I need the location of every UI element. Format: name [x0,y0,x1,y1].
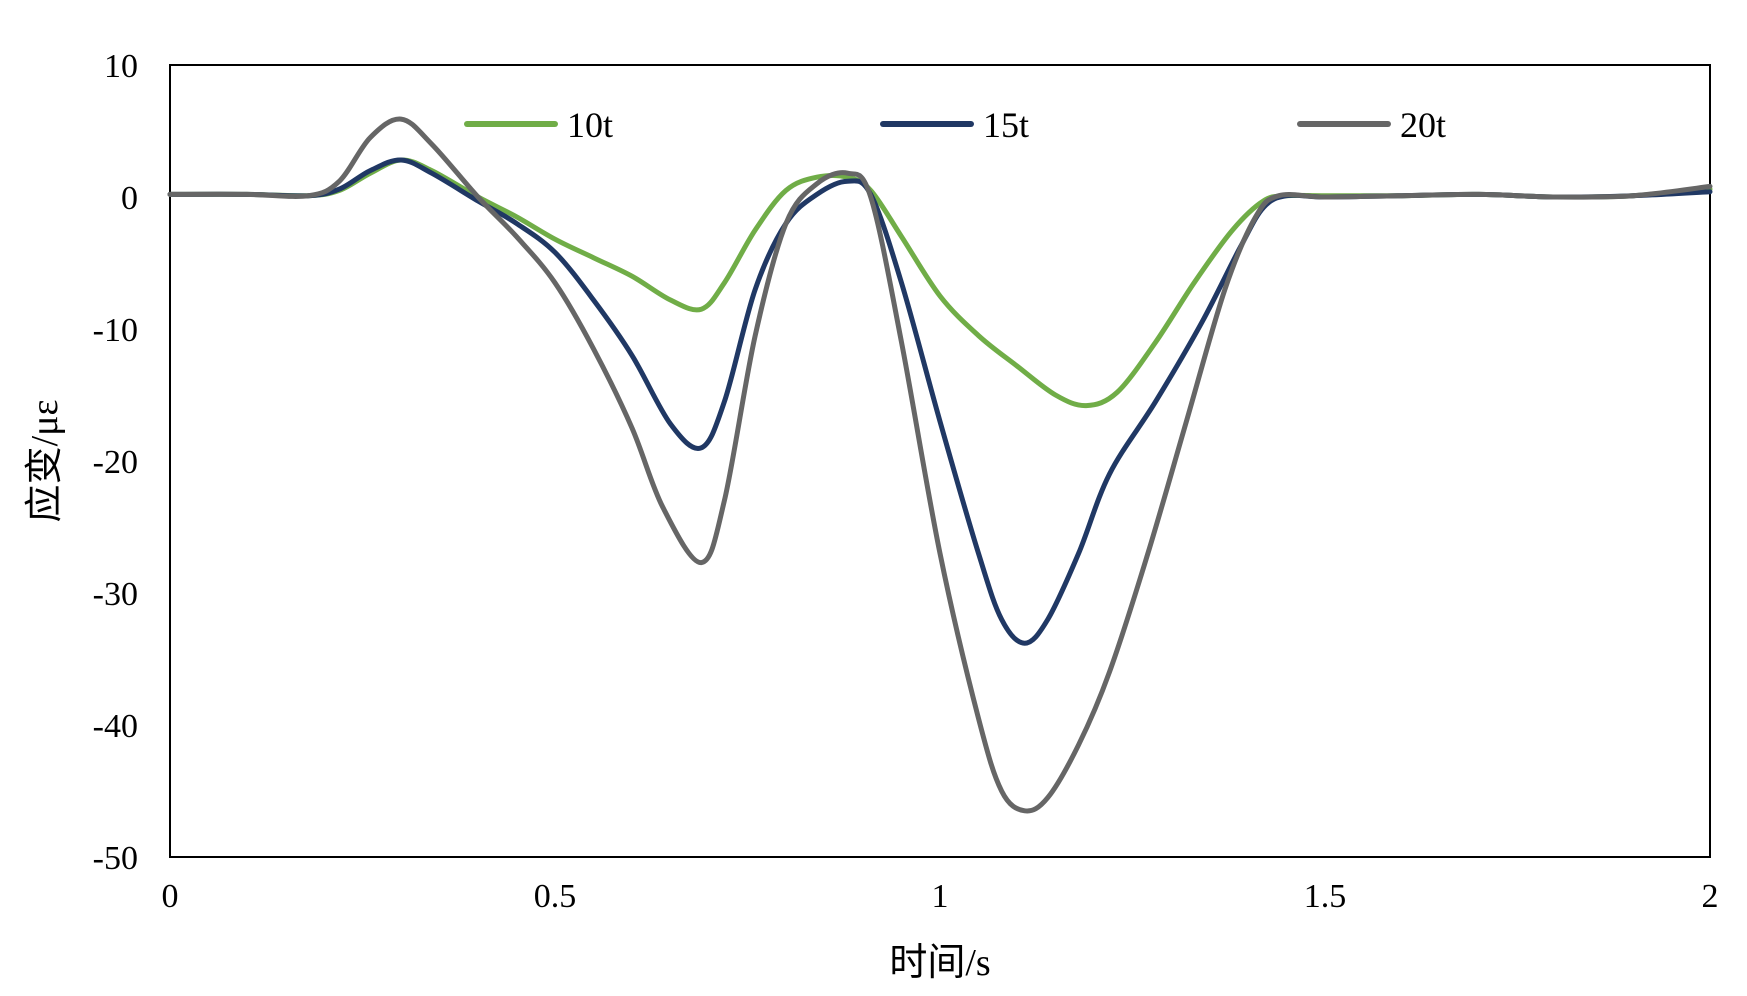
plot-area-frame [169,64,1711,858]
y-tick-label: -30 [93,576,138,613]
legend-label: 20t [1400,105,1446,145]
x-tick-label: 1 [932,878,949,915]
legend-label: 15t [983,105,1029,145]
x-tick-labels: 0 0.5 1 1.5 2 [162,878,1719,915]
x-tick-label: 0.5 [534,878,577,915]
x-axis-title: 时间/s [889,942,990,984]
x-tick-label: 2 [1702,878,1719,915]
y-tick-label: -40 [93,708,138,745]
legend-label: 10t [567,105,613,145]
y-tick-labels: 10 0 -10 -20 -30 -40 -50 [93,48,138,877]
series-line-20t [167,116,1713,814]
y-tick-label: 10 [104,48,138,85]
y-tick-label: -10 [93,312,138,349]
series-layer [167,116,1713,814]
y-tick-label: -20 [93,444,138,481]
x-tick-label: 1.5 [1304,878,1347,915]
legend: 10t 15t 20t [464,105,1446,145]
y-axis-title: 应变/με [24,400,66,523]
x-tick-label: 0 [162,878,179,915]
y-tick-label: -50 [93,840,138,877]
y-tick-label: 0 [121,180,138,217]
